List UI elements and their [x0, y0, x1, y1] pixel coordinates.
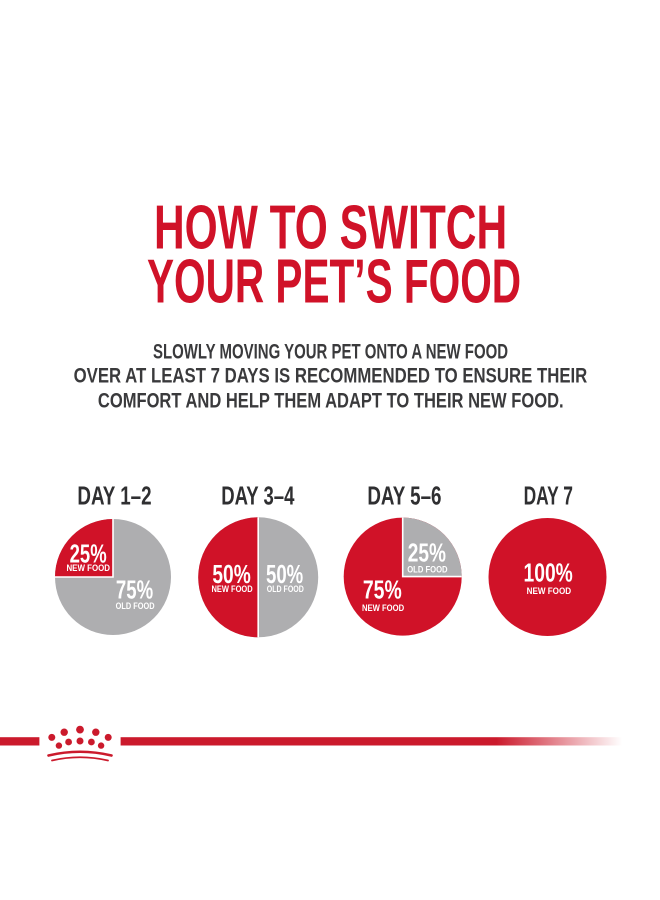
- svg-text:SLOWLY MOVING YOUR PET ONTO A: SLOWLY MOVING YOUR PET ONTO A NEW FOOD: [153, 338, 508, 363]
- svg-text:DAY 5–6: DAY 5–6: [367, 482, 441, 510]
- svg-text:NEW FOOD: NEW FOOD: [362, 603, 404, 614]
- svg-text:100%: 100%: [524, 558, 573, 588]
- svg-text:NEW FOOD: NEW FOOD: [527, 586, 572, 597]
- svg-text:75%: 75%: [363, 575, 402, 605]
- svg-text:75%: 75%: [116, 575, 153, 605]
- svg-text:DAY 3–4: DAY 3–4: [221, 482, 295, 510]
- svg-text:HOW TO SWITCH: HOW TO SWITCH: [154, 192, 507, 262]
- svg-text:OLD FOOD: OLD FOOD: [267, 584, 304, 595]
- svg-text:DAY 7: DAY 7: [524, 482, 573, 510]
- svg-text:50%: 50%: [266, 559, 303, 589]
- svg-text:25%: 25%: [70, 538, 107, 568]
- svg-text:OLD FOOD: OLD FOOD: [407, 564, 447, 575]
- svg-text:DAY 1–2: DAY 1–2: [77, 482, 151, 510]
- svg-text:25%: 25%: [408, 537, 446, 567]
- svg-text:OLD FOOD: OLD FOOD: [116, 601, 155, 612]
- svg-text:OVER AT LEAST 7 DAYS IS RECOMM: OVER AT LEAST 7 DAYS IS RECOMMENDED TO E…: [74, 363, 588, 388]
- svg-text:NEW FOOD: NEW FOOD: [66, 563, 110, 574]
- svg-text:50%: 50%: [212, 559, 250, 589]
- svg-text:YOUR PET’S FOOD: YOUR PET’S FOOD: [147, 246, 521, 316]
- svg-text:NEW FOOD: NEW FOOD: [211, 584, 252, 595]
- svg-text:COMFORT AND HELP THEM ADAPT TO: COMFORT AND HELP THEM ADAPT TO THEIR NEW…: [98, 387, 564, 412]
